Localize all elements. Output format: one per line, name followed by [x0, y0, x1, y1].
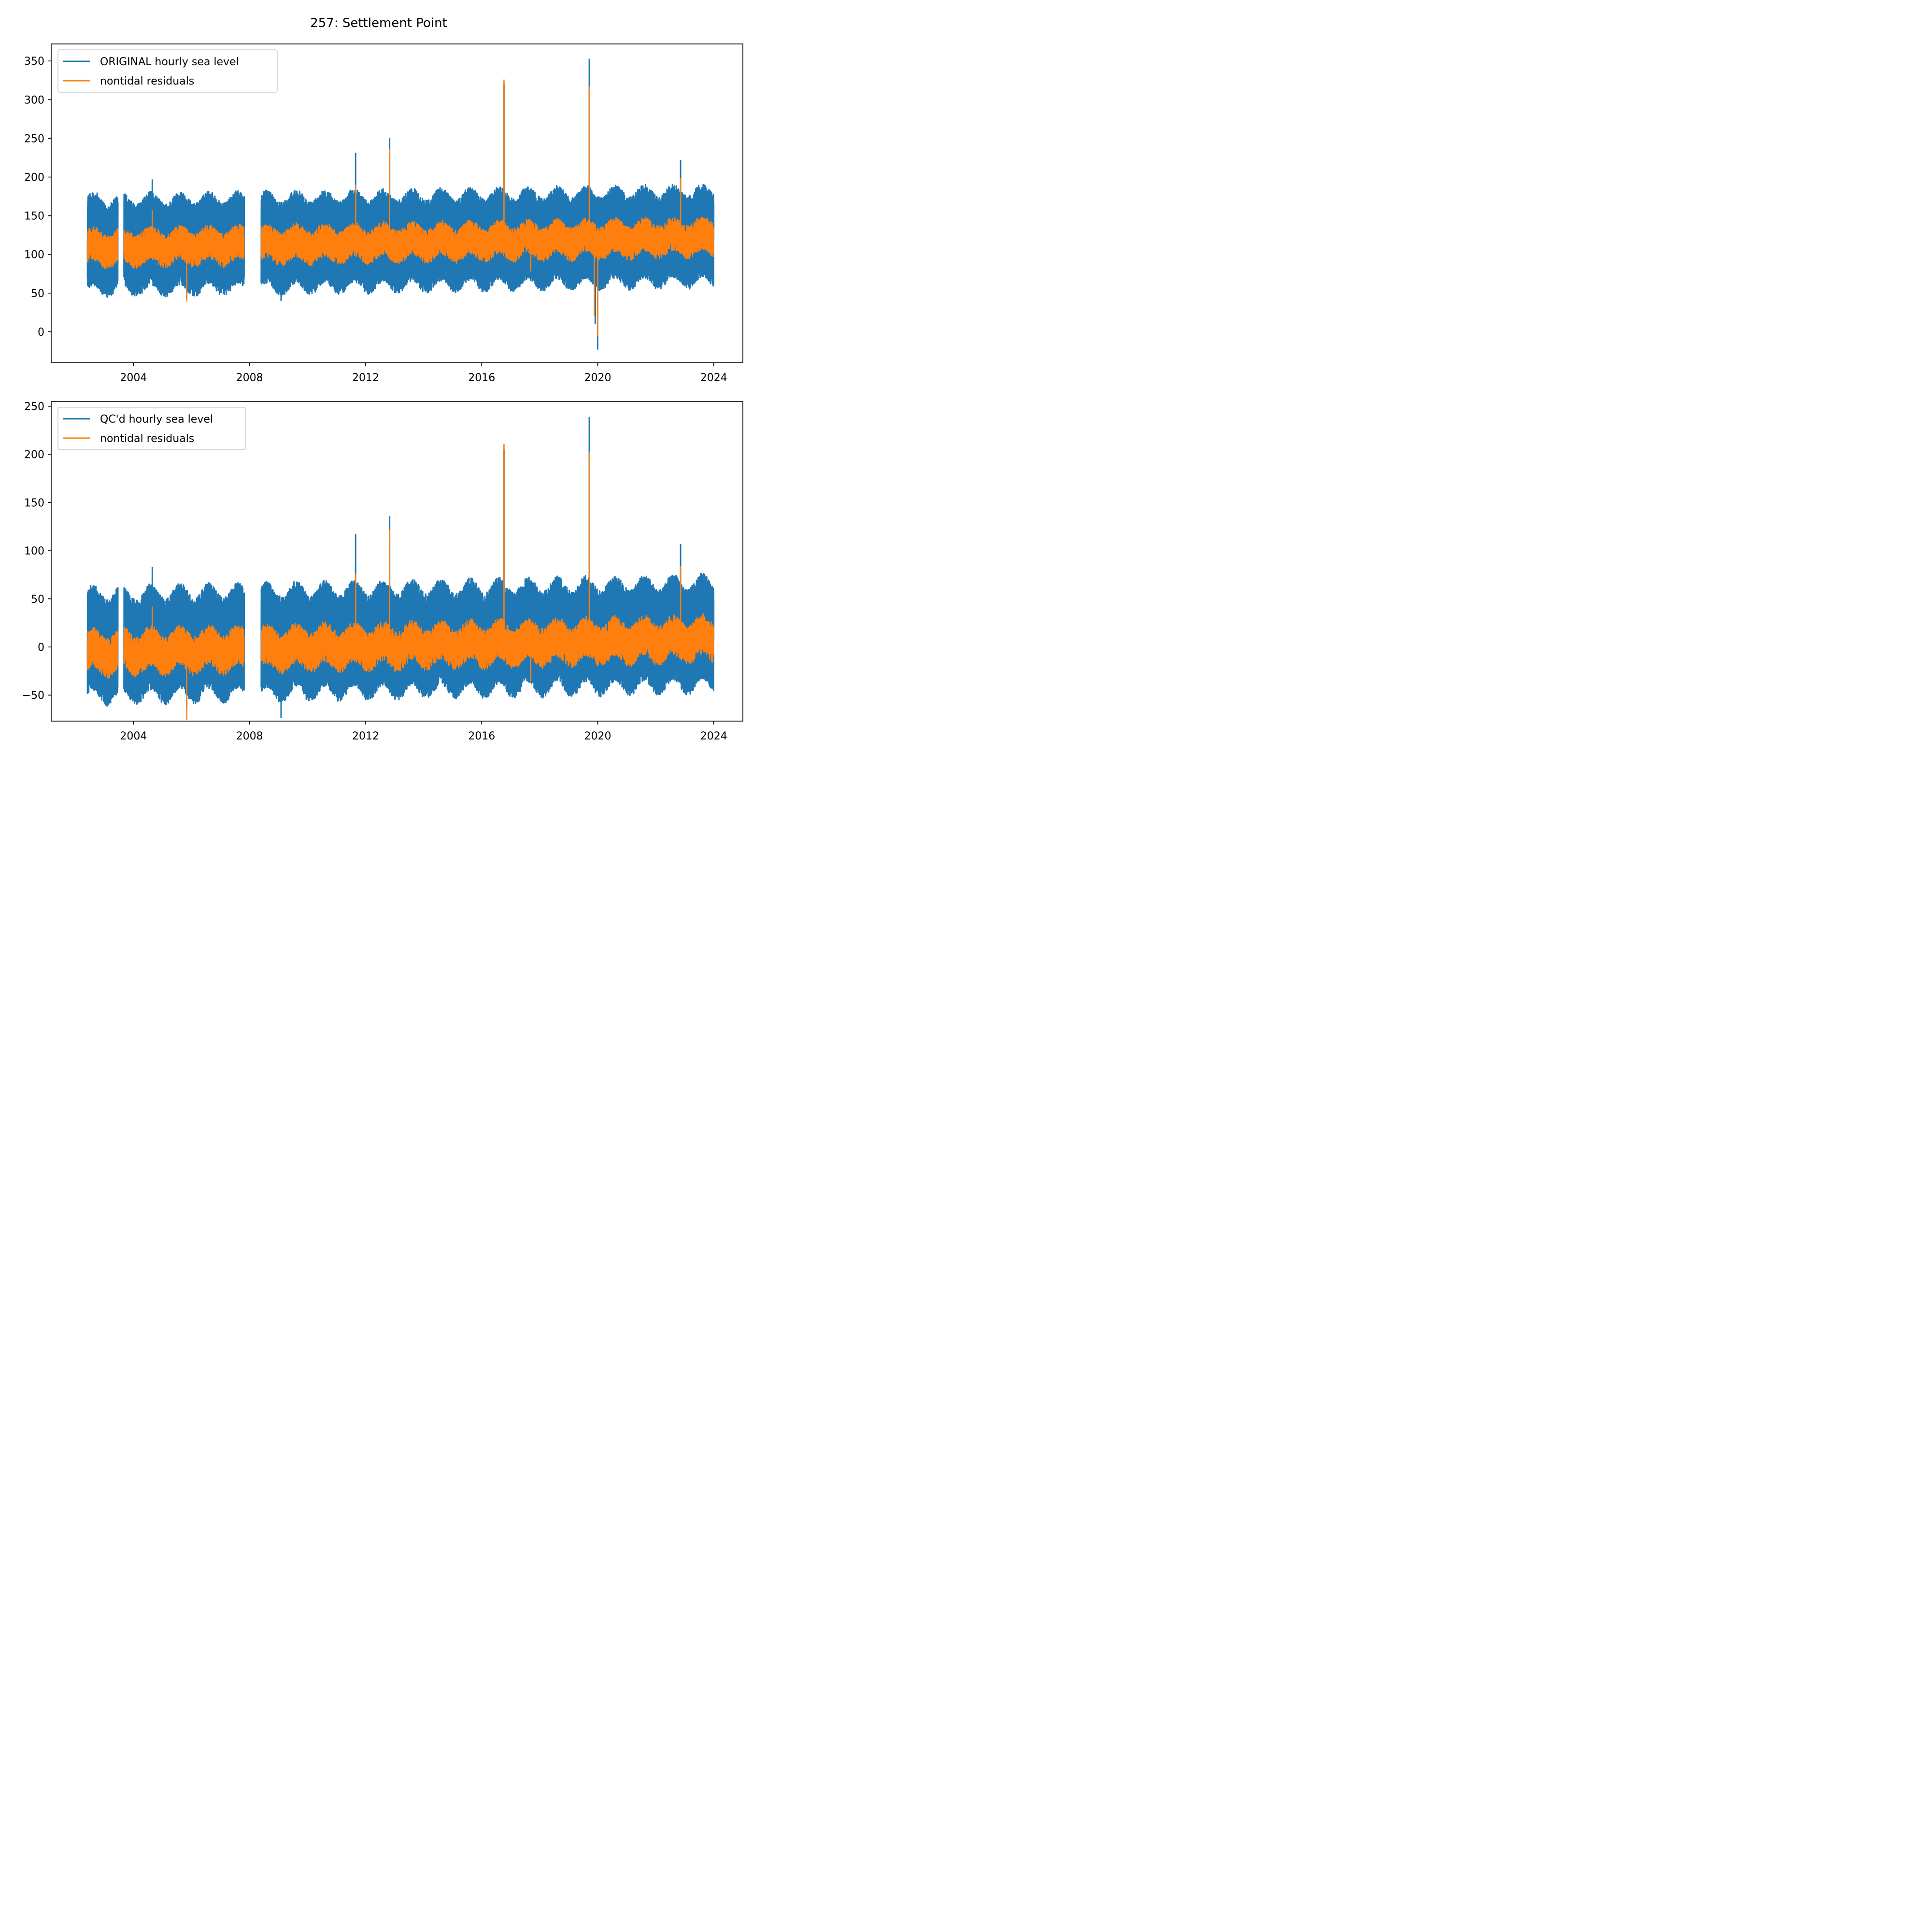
- top-y-tick-label: 100: [24, 249, 44, 261]
- top-x-tick-label: 2012: [352, 372, 379, 384]
- bottom-axes-frame: [51, 401, 743, 722]
- bottom-x-tick-label: 2008: [236, 730, 263, 742]
- bottom-legend-label-sea-level: QC'd hourly sea level: [100, 413, 213, 426]
- bottom-y-tick-label: −50: [22, 690, 44, 702]
- bottom-y-tick-label: 0: [38, 641, 44, 653]
- bottom-y-tick-label: 150: [24, 497, 44, 509]
- top-x-tick-label: 2016: [468, 372, 495, 384]
- top-y-tick-label: 50: [31, 288, 44, 300]
- bottom-y-tick-label: 200: [24, 449, 44, 461]
- figure-title: 257: Settlement Point: [310, 16, 447, 30]
- bottom-x-tick-label: 2016: [468, 730, 495, 742]
- bottom-y-tick-label: 100: [24, 545, 44, 557]
- top-y-tick-label: 0: [38, 327, 44, 339]
- top-y-tick-label: 300: [24, 94, 44, 106]
- top-chart-panel: 2004 2008 2012 2016 2020 2024 0 50 100 150 200 250 3…: [24, 43, 743, 384]
- bottom-legend: QC'd hourly sea level nontidal residuals: [57, 407, 246, 450]
- top-legend-label-sea-level: ORIGINAL hourly sea level: [100, 56, 239, 68]
- bottom-legend-box: [57, 407, 246, 450]
- top-x-tick-label: 2020: [584, 372, 611, 384]
- top-y-tick-label: 350: [24, 56, 44, 68]
- top-x-tick-label: 2004: [120, 372, 147, 384]
- bottom-y-tick-label: 250: [24, 401, 44, 413]
- top-legend: ORIGINAL hourly sea level nontidal residu…: [57, 49, 278, 93]
- bottom-y-tick-label: 50: [31, 594, 44, 606]
- bottom-x-tick-label: 2004: [120, 730, 147, 742]
- bottom-x-tick-label: 2020: [584, 730, 611, 742]
- bottom-x-tick-label: 2012: [352, 730, 379, 742]
- top-y-tick-label: 200: [24, 172, 44, 184]
- top-legend-box: [57, 49, 278, 93]
- top-y-tick-label: 150: [24, 211, 44, 223]
- bottom-plot-area: [86, 416, 715, 721]
- top-axes-frame: [51, 43, 743, 363]
- top-legend-label-nontidal-residuals: nontidal residuals: [100, 75, 194, 87]
- top-x-tick-label: 2008: [236, 372, 263, 384]
- figure: 257: Settlement Point 2004 2008 2012 2016 20…: [0, 0, 750, 750]
- top-y-tick-label: 250: [24, 133, 44, 145]
- bottom-chart-panel: 2004 2008 2012 2016 2020 2024 −50 0 50 100 150 200 2…: [22, 401, 743, 742]
- bottom-x-tick-label: 2024: [700, 730, 727, 742]
- top-x-tick-label: 2024: [700, 372, 727, 384]
- bottom-legend-label-nontidal-residuals: nontidal residuals: [100, 433, 194, 445]
- top-series-nontidal-residuals-line: [86, 79, 714, 336]
- bottom-series-nontidal-residuals-line: [86, 443, 714, 721]
- top-plot-area: [86, 58, 715, 350]
